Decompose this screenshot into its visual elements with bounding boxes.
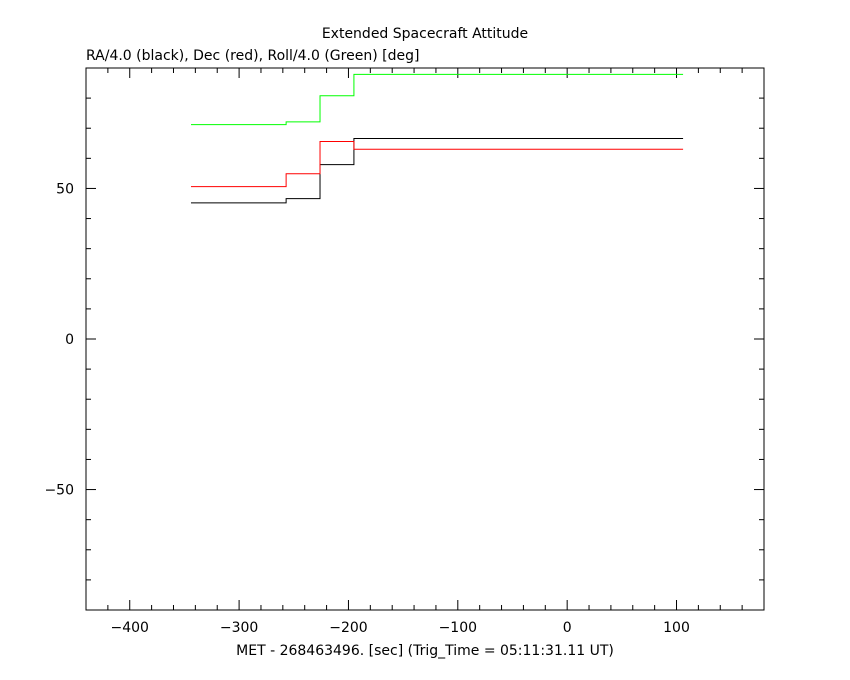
series-line-3 [190,73,684,126]
x-tick-label: −200 [329,620,367,636]
x-tick-label: −300 [220,620,258,636]
axis-ticks [85,67,765,611]
x-tick-label: −100 [439,620,477,636]
y-tick-label: 50 [56,181,74,197]
x-tick-label: 100 [663,620,690,636]
x-tick-label: −400 [111,620,149,636]
y-tick-label: 0 [65,332,74,348]
x-axis-label: MET - 268463496. [sec] (Trig_Time = 05:1… [236,643,614,659]
series-line-2 [190,140,684,188]
x-tick-label: 0 [563,620,572,636]
series-line-1 [190,137,684,204]
y-tick-label: −50 [44,483,74,499]
axis-tick-labels: −400 −300 −200 −100 0 100 −50 0 50 [44,181,689,636]
chart-subtitle: RA/4.0 (black), Dec (red), Roll/4.0 (Gre… [86,48,419,64]
series-lines [190,73,684,204]
chart-title: Extended Spacecraft Attitude [322,26,528,42]
